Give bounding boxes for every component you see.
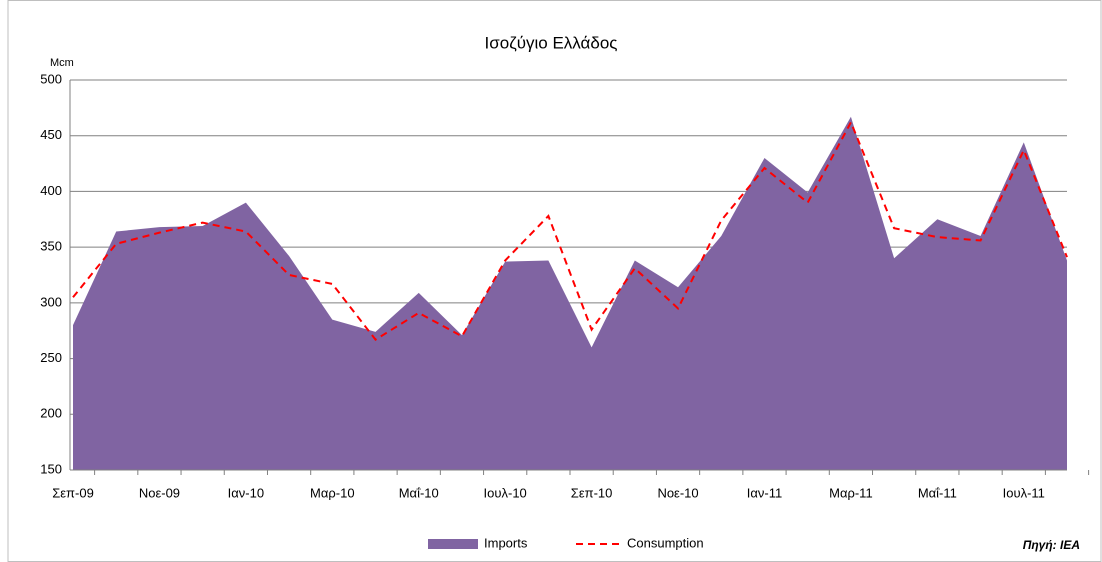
y-tick-label: 400 <box>40 183 62 198</box>
legend-label: Imports <box>484 535 528 550</box>
y-tick-label: 450 <box>40 127 62 142</box>
y-tick-label: 150 <box>40 461 62 476</box>
chart-title: Ισοζύγιο Ελλάδος <box>485 33 618 52</box>
legend-label: Consumption <box>627 535 704 550</box>
imports-area <box>73 116 1067 471</box>
y-tick-label: 200 <box>40 406 62 421</box>
x-tick-label: Σεπ-10 <box>571 485 613 500</box>
consumption-line <box>72 120 1068 341</box>
x-tick-label: Σεπ-09 <box>52 485 94 500</box>
y-tick-label: 250 <box>40 350 62 365</box>
x-tick-label: Νοε-10 <box>657 485 698 500</box>
y-axis-label: Mcm <box>50 57 74 69</box>
x-tick-label: Ιουλ-11 <box>1003 485 1045 500</box>
x-tick-label: Μαΐ-10 <box>399 485 439 500</box>
legend-swatch <box>428 539 478 549</box>
source: Πηγή: IEA <box>1023 538 1080 552</box>
y-tick-label: 500 <box>40 71 62 86</box>
x-tick-label: Ιουλ-10 <box>484 485 527 500</box>
x-tick-label: Μαρ-11 <box>829 485 873 500</box>
y-tick-label: 300 <box>40 294 62 309</box>
x-tick-label: Ιαν-11 <box>747 485 782 500</box>
x-tick-label: Μαΐ-11 <box>918 485 957 500</box>
x-tick-label: Νοε-09 <box>139 485 180 500</box>
y-tick-label: 350 <box>40 239 62 254</box>
x-tick-label: Μαρ-10 <box>310 485 355 500</box>
x-tick-label: Ιαν-10 <box>228 485 264 500</box>
